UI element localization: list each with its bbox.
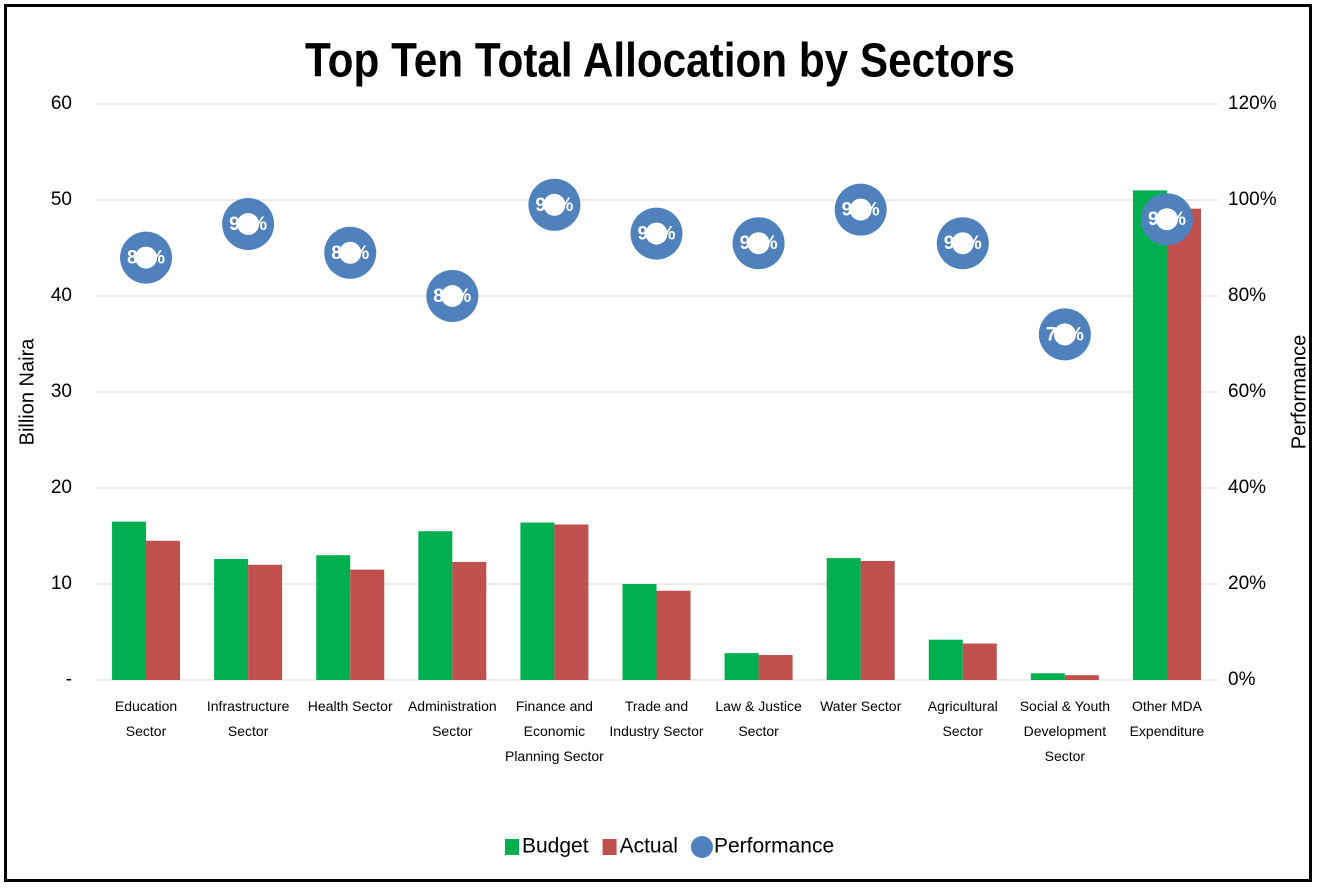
bar	[350, 569, 385, 680]
bar	[214, 559, 249, 680]
x-tick-label: Law & Justice Sector	[715, 698, 802, 739]
x-tick-label: Education Sector	[114, 698, 178, 739]
bar	[146, 540, 181, 680]
bar	[112, 521, 147, 680]
x-tick-label: Health Sector	[307, 698, 393, 714]
performance-marker-inner	[645, 222, 668, 245]
performance-marker-inner	[1155, 208, 1178, 231]
chart-title: Top Ten Total Allocation by Sectors	[305, 35, 1015, 88]
x-tick-label: Trade and Industry Sector	[609, 698, 704, 739]
y-tick-label: 40	[51, 285, 72, 306]
performance-marker-inner	[849, 198, 872, 221]
performance-marker-inner	[951, 232, 974, 255]
x-tick-label: Other MDA Expenditure	[1129, 698, 1205, 739]
performance-marker-inner	[441, 285, 464, 307]
data-label: 88%	[127, 248, 165, 269]
y2-tick-label: 40%	[1228, 477, 1266, 498]
performance-marker-inner	[339, 241, 362, 264]
bar	[928, 639, 963, 680]
y2-tick-label: 20%	[1228, 573, 1266, 594]
x-tick-label: Water Sector	[820, 698, 902, 714]
performance-marker-inner	[747, 232, 770, 255]
data-label: 95%	[229, 214, 267, 235]
data-label: 91%	[740, 233, 778, 254]
legend-swatch	[690, 836, 713, 858]
bar	[316, 555, 351, 680]
bar	[1030, 673, 1065, 680]
legend-label: Performance	[714, 835, 834, 858]
legend-label: Budget	[522, 835, 589, 858]
y-tick-label: 30	[51, 381, 72, 402]
x-tick-label: Agricultural Sector	[927, 698, 998, 739]
bar	[452, 561, 487, 680]
performance-marker-inner	[135, 246, 158, 269]
bar	[520, 522, 555, 680]
y2-axis-title: Performance	[1288, 335, 1310, 450]
legend-label: Actual	[620, 835, 678, 858]
chart-frame	[4, 4, 1312, 882]
y2-tick-label: 120%	[1228, 93, 1277, 114]
y2-tick-label: 60%	[1228, 381, 1266, 402]
data-label: 80%	[433, 286, 471, 307]
bar	[656, 590, 691, 680]
bar	[860, 560, 895, 680]
y-tick-label: 50	[51, 189, 72, 210]
bar	[724, 653, 759, 680]
y-tick-label: 20	[51, 477, 72, 498]
y-tick-label: 10	[51, 573, 72, 594]
y-tick-label: 60	[51, 93, 72, 114]
bar	[1132, 190, 1167, 680]
data-label: 96%	[1148, 209, 1186, 230]
bar	[826, 558, 861, 680]
performance-marker-inner	[543, 193, 566, 216]
x-tick-label: Finance and Economic Planning Sector	[504, 698, 604, 764]
y2-tick-label: 80%	[1228, 285, 1266, 306]
bar	[622, 584, 657, 680]
performance-marker-inner	[237, 213, 260, 235]
data-label: 72%	[1046, 324, 1084, 345]
performance-marker-inner	[1053, 323, 1076, 346]
x-tick-label: Infrastructure Sector	[206, 698, 290, 739]
bar	[554, 524, 589, 680]
bar	[1064, 675, 1099, 680]
x-tick-label: Administration Sector	[407, 698, 497, 739]
y2-tick-label: 0%	[1228, 669, 1256, 690]
data-label: 91%	[944, 233, 982, 254]
x-tick-label: Social & Youth Development Sector	[1019, 698, 1110, 764]
data-label: 89%	[331, 243, 369, 264]
data-label: 99%	[535, 195, 573, 216]
bar	[962, 643, 997, 680]
legend-swatch	[602, 839, 617, 855]
y-tick-label: -	[66, 669, 72, 690]
data-label: 98%	[842, 200, 880, 221]
bar	[1166, 208, 1201, 680]
legend-swatch	[505, 839, 519, 855]
bar	[248, 564, 283, 680]
bar	[758, 655, 793, 680]
data-label: 93%	[637, 224, 675, 245]
y-axis-title: Billion Naira	[16, 338, 38, 446]
bar	[418, 531, 453, 680]
y2-tick-label: 100%	[1228, 189, 1277, 210]
